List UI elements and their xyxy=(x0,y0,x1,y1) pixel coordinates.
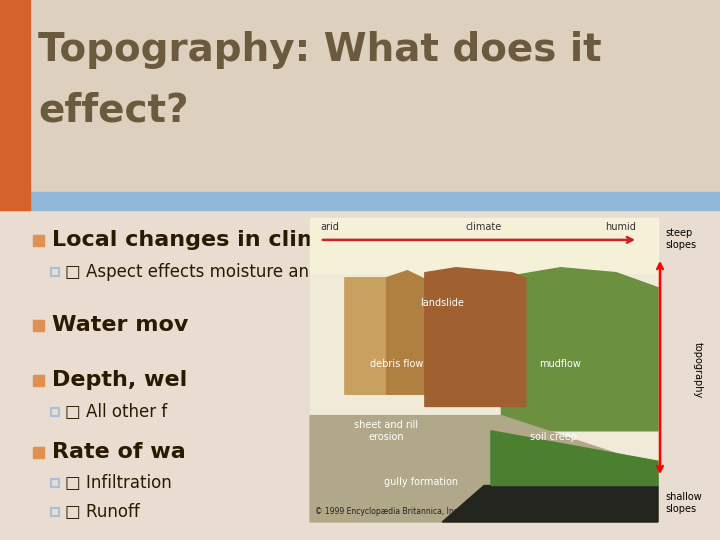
Polygon shape xyxy=(387,271,432,394)
Text: effect?: effect? xyxy=(38,91,189,129)
Bar xyxy=(51,479,59,487)
Bar xyxy=(51,408,59,416)
Text: topography: topography xyxy=(693,342,703,398)
Text: Local changes in climate: Local changes in climate xyxy=(52,230,361,250)
Polygon shape xyxy=(501,268,658,431)
Polygon shape xyxy=(425,268,526,407)
Bar xyxy=(0,192,720,210)
Bar xyxy=(310,218,658,522)
Text: sheet and rill
erosion: sheet and rill erosion xyxy=(354,420,418,442)
Polygon shape xyxy=(442,485,658,522)
Text: shallow
slopes: shallow slopes xyxy=(665,492,702,514)
Bar xyxy=(32,320,43,330)
Text: Rate of wa: Rate of wa xyxy=(52,442,186,462)
Bar xyxy=(32,234,43,246)
Polygon shape xyxy=(310,416,658,522)
Bar xyxy=(310,218,658,273)
Text: Topography: What does it: Topography: What does it xyxy=(38,31,602,69)
Text: climate: climate xyxy=(466,222,502,232)
Bar xyxy=(0,0,30,210)
Polygon shape xyxy=(491,431,658,485)
Text: humid: humid xyxy=(605,222,636,232)
Text: gully formation: gully formation xyxy=(384,477,459,488)
Text: debris flow: debris flow xyxy=(370,359,423,369)
Text: □ All other f: □ All other f xyxy=(65,403,167,421)
Bar xyxy=(0,0,720,200)
Text: mudflow: mudflow xyxy=(539,359,582,369)
Text: © 1999 Encyclopædia Britannica, Inc.: © 1999 Encyclopædia Britannica, Inc. xyxy=(315,507,460,516)
Text: □ Aspect effects moisture and temperature: □ Aspect effects moisture and temperatur… xyxy=(65,263,429,281)
Bar xyxy=(51,508,59,516)
Text: □ Runoff: □ Runoff xyxy=(65,503,140,521)
Text: □ Infiltration: □ Infiltration xyxy=(65,474,172,492)
Polygon shape xyxy=(345,278,432,394)
Text: soil creep: soil creep xyxy=(530,432,577,442)
Bar xyxy=(32,447,43,457)
Text: steep
slopes: steep slopes xyxy=(665,228,696,249)
Text: Depth, wel: Depth, wel xyxy=(52,370,187,390)
Text: arid: arid xyxy=(320,222,339,232)
Text: landslide: landslide xyxy=(420,298,464,308)
Bar xyxy=(51,268,59,276)
Bar xyxy=(32,375,43,386)
Text: Water mov: Water mov xyxy=(52,315,189,335)
